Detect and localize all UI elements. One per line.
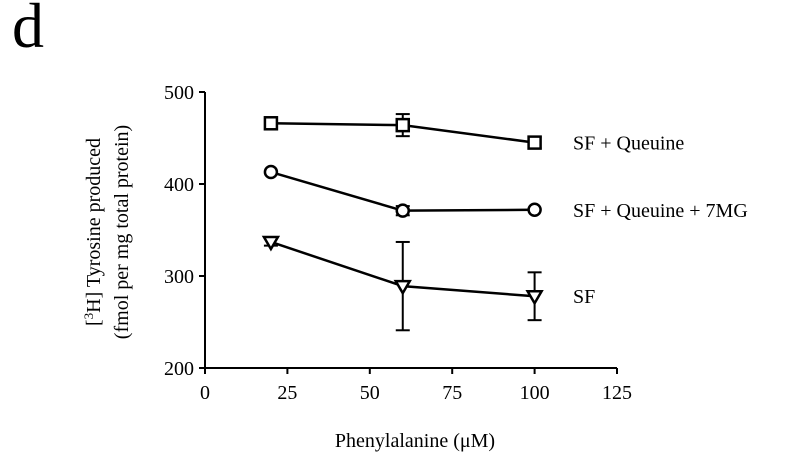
- data-point-triangle: [525, 289, 544, 306]
- y-axis-title-open-bracket: [: [83, 319, 105, 326]
- series-circle: [263, 164, 542, 218]
- panel-label: d: [12, 0, 44, 61]
- x-tick-label: 25: [277, 382, 297, 404]
- x-tick-label: 75: [442, 382, 462, 404]
- x-ticks: 0 25 50 75 100 125: [200, 368, 632, 404]
- data-point-square: [527, 135, 542, 150]
- y-tick-label: 400: [164, 174, 194, 196]
- series-label: SF + Queuine + 7MG: [573, 200, 748, 222]
- x-tick-label: 50: [360, 382, 380, 404]
- y-ticks: 200 300 400 500: [164, 82, 205, 380]
- y-axis-title-main: H] Tyrosine produced: [83, 138, 105, 313]
- y-axis-title-line2: (fmol per mg total protein): [111, 125, 133, 339]
- series-triangle-down: [261, 235, 544, 332]
- data-point-circle: [263, 164, 279, 180]
- data-point-square: [263, 116, 279, 131]
- data-point-circle: [527, 202, 542, 218]
- series-square: [263, 113, 542, 150]
- data-point-square: [395, 117, 411, 133]
- axes: [204, 92, 617, 369]
- y-tick-label: 300: [164, 266, 194, 288]
- y-tick-label: 200: [164, 358, 194, 380]
- data-point-circle: [395, 203, 411, 218]
- y-axis-title-line1: [3H] Tyrosine produced: [81, 138, 106, 326]
- y-axis-title-superscript: 3: [81, 313, 96, 320]
- series-layer: [261, 113, 544, 332]
- data-point-triangle: [261, 235, 281, 252]
- x-tick-label: 125: [602, 382, 632, 404]
- data-point-triangle: [393, 279, 412, 296]
- series-labels: SF + Queuine SF + Queuine + 7MG SF: [573, 133, 748, 309]
- x-tick-label: 0: [200, 382, 210, 404]
- series-label: SF + Queuine: [573, 133, 684, 155]
- y-tick-label: 500: [164, 82, 194, 104]
- series-label: SF: [573, 286, 595, 308]
- x-axis-title: Phenylalanine (μM): [335, 430, 495, 452]
- x-tick-label: 100: [520, 382, 550, 404]
